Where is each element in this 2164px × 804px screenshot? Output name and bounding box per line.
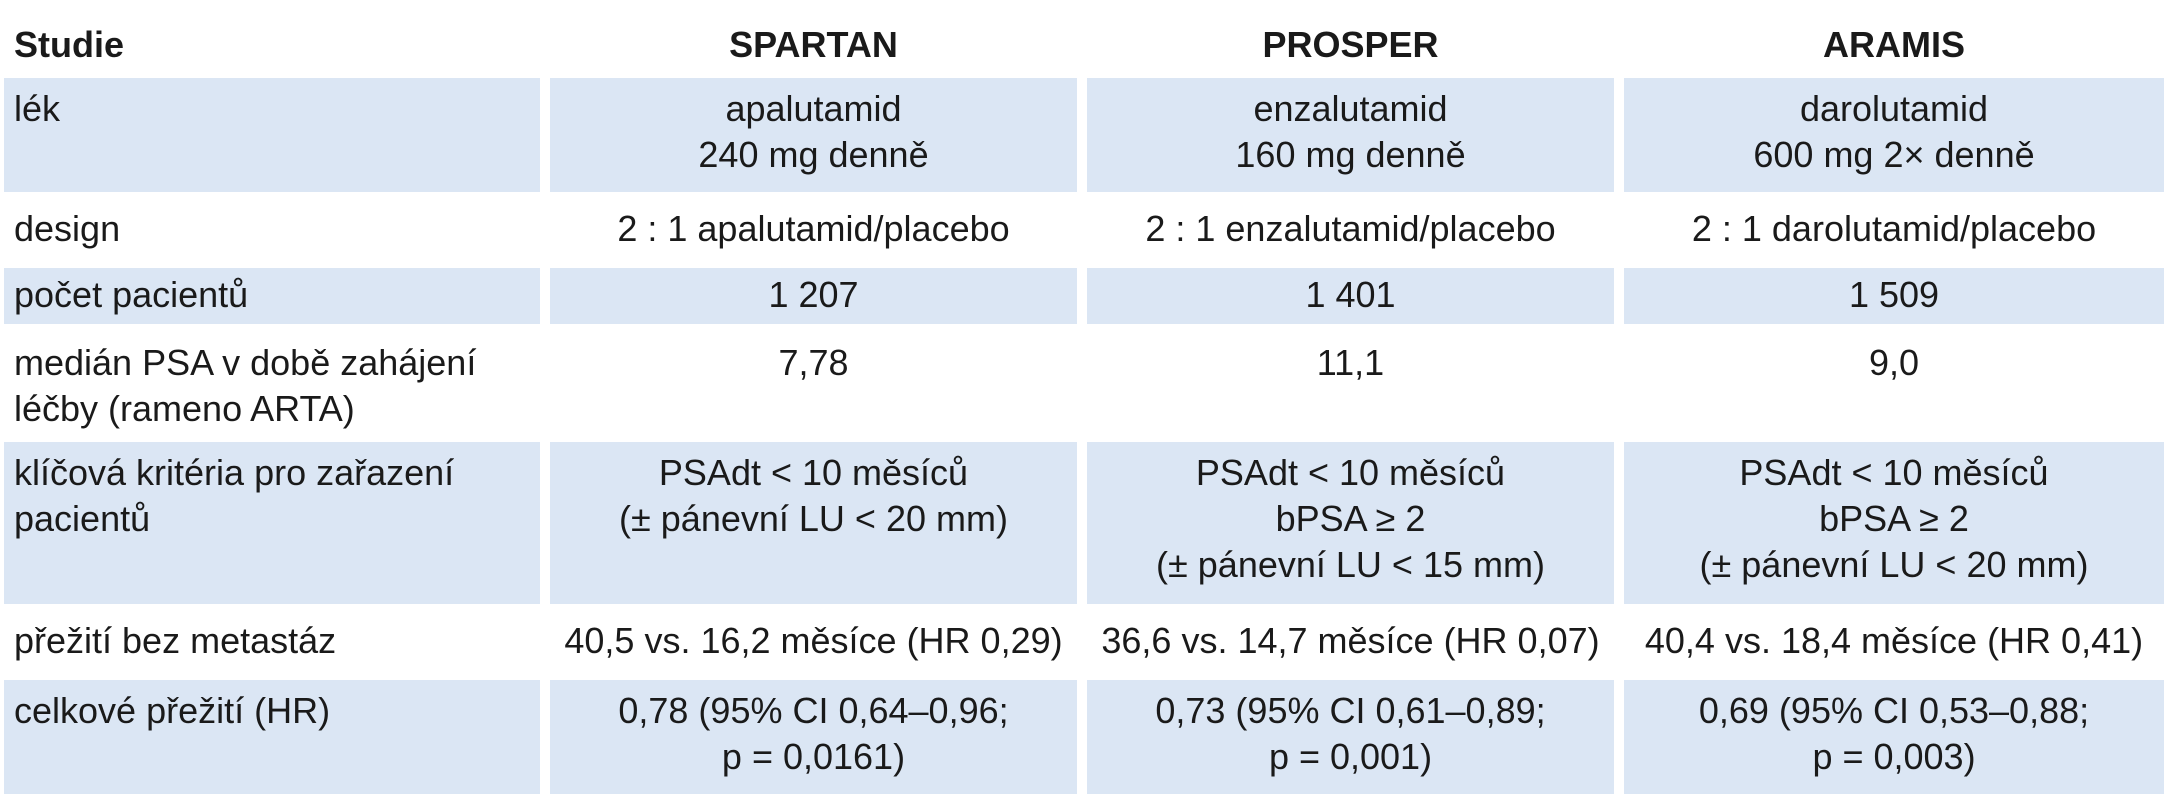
table-cell: PSAdt < 10 měsíců (± pánevní LU < 20 mm) — [550, 442, 1077, 604]
table-cell: 40,5 vs. 16,2 měsíce (HR 0,29) — [564, 620, 1063, 661]
header-spartan: SPARTAN — [729, 24, 898, 65]
table-cell: 36,6 vs. 14,7 měsíce (HR 0,07) — [1101, 620, 1600, 661]
table-row-median-psa: medián PSA v době zahájení léčby (rameno … — [4, 334, 2164, 432]
table-cell: 2 : 1 enzalutamid/placebo — [1145, 208, 1556, 249]
table-row-kriteria: klíčová kritéria pro zařazení pacientů PS… — [4, 442, 2164, 604]
header-aramis: ARAMIS — [1823, 24, 1965, 65]
table-cell: enzalutamid 160 mg denně — [1087, 78, 1614, 192]
table-cell: 9,0 — [1868, 342, 1920, 383]
table-header-row: Studie SPARTAN PROSPER ARAMIS — [4, 18, 2164, 68]
table-cell: 7,78 — [778, 342, 849, 383]
row-label: celkové přežití (HR) — [4, 680, 540, 794]
table-cell: 1 401 — [1087, 268, 1614, 324]
table-cell: 40,4 vs. 18,4 měsíce (HR 0,41) — [1644, 620, 2144, 661]
row-label: medián PSA v době zahájení léčby (rameno … — [14, 342, 477, 429]
table-cell: darolutamid 600 mg 2× denně — [1624, 78, 2164, 192]
header-studie: Studie — [14, 24, 125, 65]
table-cell: 0,69 (95% CI 0,53–0,88; p = 0,003) — [1624, 680, 2164, 794]
table-cell: 2 : 1 darolutamid/placebo — [1691, 208, 2097, 249]
table-cell: PSAdt < 10 měsíců bPSA ≥ 2 (± pánevní LU <… — [1087, 442, 1614, 604]
row-label: design — [14, 208, 121, 249]
table-cell: 2 : 1 apalutamid/placebo — [617, 208, 1010, 249]
table-cell: 0,73 (95% CI 0,61–0,89; p = 0,001) — [1087, 680, 1614, 794]
table-row-design: design 2 : 1 apalutamid/placebo 2 : 1 en… — [4, 202, 2164, 258]
table-row-celkove-preziti: celkové přežití (HR) 0,78 (95% CI 0,64–0… — [4, 680, 2164, 794]
row-label: lék — [4, 78, 540, 192]
header-prosper: PROSPER — [1262, 24, 1439, 65]
table-cell: 1 509 — [1624, 268, 2164, 324]
table-row-pocet-pacientu: počet pacientů 1 207 1 401 1 509 — [4, 268, 2164, 324]
row-label: klíčová kritéria pro zařazení pacientů — [4, 442, 540, 604]
table-cell: 1 207 — [550, 268, 1077, 324]
table-cell: PSAdt < 10 měsíců bPSA ≥ 2 (± pánevní LU <… — [1624, 442, 2164, 604]
row-label: počet pacientů — [4, 268, 540, 324]
table-cell: 11,1 — [1316, 342, 1385, 383]
table-cell: apalutamid 240 mg denně — [550, 78, 1077, 192]
table-cell: 0,78 (95% CI 0,64–0,96; p = 0,0161) — [550, 680, 1077, 794]
row-label: přežití bez metastáz — [14, 620, 337, 661]
table-row-lek: lék apalutamid 240 mg denně enzalutamid 16… — [4, 78, 2164, 192]
study-comparison-table: Studie SPARTAN PROSPER ARAMIS lék apalut… — [0, 8, 2164, 804]
table-row-preziti-bez-metastaz: přežití bez metastáz 40,5 vs. 16,2 měsíc… — [4, 614, 2164, 670]
